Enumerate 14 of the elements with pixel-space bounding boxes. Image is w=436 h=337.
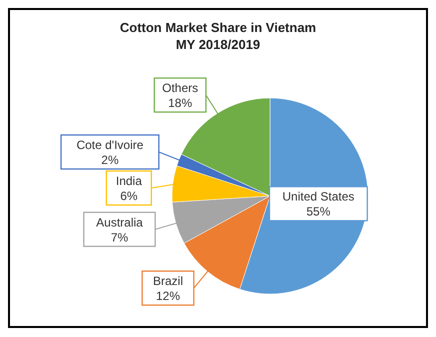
data-label: 2% (101, 152, 119, 167)
slice-label: Brazil (152, 274, 183, 288)
data-label: 12% (156, 289, 180, 304)
chart-title: Cotton Market Share in Vietnam (120, 20, 316, 35)
data-label: 6% (120, 188, 138, 203)
chart-subtitle: MY 2018/2019 (176, 37, 260, 52)
slice-label: Australia (96, 215, 144, 230)
data-label: 55% (306, 204, 331, 219)
slice-label: India (116, 174, 142, 188)
slice-label: United States (282, 190, 354, 204)
data-label: 18% (168, 96, 192, 110)
data-label: 7% (110, 230, 128, 244)
slice-label: Others (162, 81, 198, 96)
slice-label: Cote d'Ivoire (76, 138, 144, 152)
